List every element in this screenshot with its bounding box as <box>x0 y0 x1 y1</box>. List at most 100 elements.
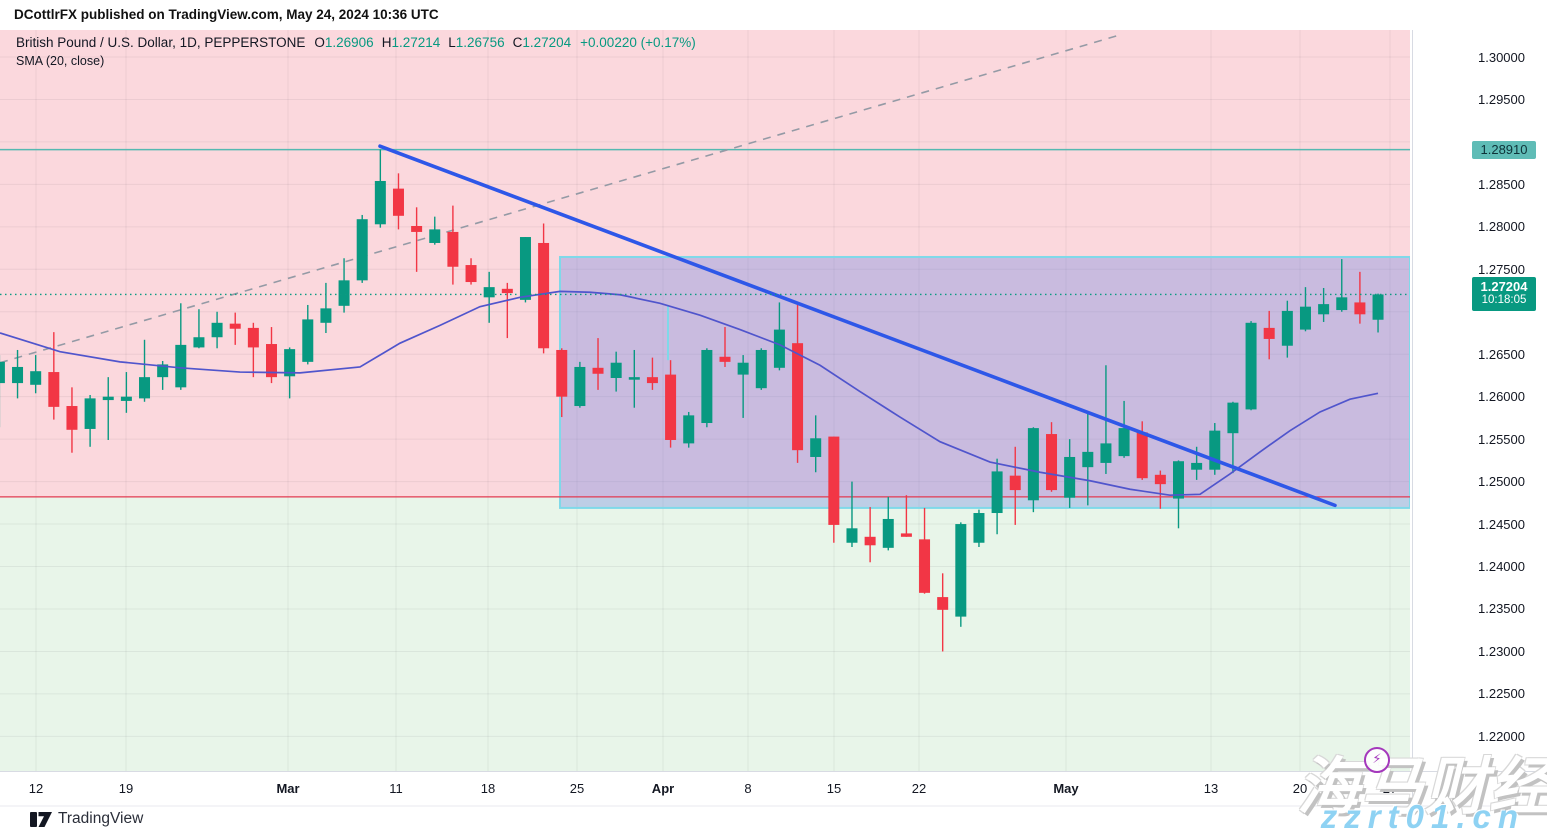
time-tick-label: 13 <box>1203 781 1219 796</box>
symbol-title[interactable]: British Pound / U.S. Dollar, 1D, PEPPERS… <box>16 35 306 50</box>
candle-body <box>284 349 296 377</box>
candle-body <box>991 471 1003 514</box>
candle-body <box>556 349 568 397</box>
candle-body <box>937 597 949 610</box>
price-tick-label: 1.27500 <box>1478 261 1525 277</box>
candle-body <box>773 329 785 368</box>
current-price-value: 1.27204 <box>1480 279 1528 295</box>
candle-body <box>429 229 441 243</box>
price-tick-label: 1.26000 <box>1478 389 1525 405</box>
price-tick-label: 1.28500 <box>1478 176 1525 192</box>
price-tick-label: 1.24500 <box>1478 516 1525 532</box>
candle-body <box>193 337 205 348</box>
downtrend-line[interactable] <box>378 144 1337 508</box>
candle-body <box>465 265 477 283</box>
indicator-label[interactable]: SMA (20, close) <box>16 54 105 68</box>
candle-body <box>1154 474 1166 485</box>
candle-body <box>102 396 114 401</box>
candle-body <box>846 528 858 543</box>
candle-body <box>1009 475 1021 491</box>
candle-body <box>48 372 60 407</box>
candle-body <box>30 371 42 385</box>
candle-body <box>1027 428 1039 501</box>
time-tick-label: 15 <box>826 781 842 796</box>
time-tick-label: 11 <box>389 781 403 796</box>
candle-body <box>175 344 187 388</box>
candle-body <box>955 524 967 617</box>
countdown-timer: 10:18:05 <box>1481 294 1527 307</box>
candle-body <box>483 287 495 298</box>
time-tick-label: 22 <box>911 781 927 796</box>
candle-body <box>792 343 804 451</box>
candle-body <box>1336 297 1348 311</box>
candle-body <box>1136 432 1148 479</box>
price-tick-label: 1.22000 <box>1478 728 1525 744</box>
ohlc-l-value: L1.26756 <box>448 35 505 50</box>
bullish-zone <box>0 496 1410 772</box>
candle-body <box>12 366 24 384</box>
tradingview-logo[interactable]: TradingView <box>30 810 143 828</box>
candle-body <box>519 237 531 300</box>
plot-area[interactable] <box>0 30 1410 772</box>
level-price-value: 1.28910 <box>1480 141 1528 157</box>
watermark-chinese: 海马财经 <box>1296 753 1547 822</box>
time-tick-label: 27 <box>1382 781 1398 796</box>
price-tick-label: 1.28000 <box>1478 219 1525 235</box>
candle-body <box>1209 430 1221 470</box>
watermark-url: zzrt01.cn <box>1320 798 1525 835</box>
time-tick-label: 8 <box>744 781 752 796</box>
candle-body <box>374 180 386 225</box>
candle-body <box>1173 461 1184 499</box>
candle-body <box>139 377 151 399</box>
candle-body <box>229 323 241 329</box>
candle-body <box>411 225 423 232</box>
symbol-row: British Pound / U.S. Dollar, 1D, PEPPERS… <box>16 35 696 50</box>
candle-body <box>211 322 223 338</box>
watermark-lightning-icon: ⚡ <box>1364 747 1390 773</box>
candle-body <box>302 319 314 362</box>
attribution-bar: DCottlrFX published on TradingView.com, … <box>0 0 1547 30</box>
candle-body <box>66 406 78 430</box>
candle-body <box>683 415 695 444</box>
price-tick-label: 1.30000 <box>1478 49 1525 65</box>
candle-body <box>120 396 132 401</box>
candle-body <box>1245 322 1257 410</box>
candle-body <box>1100 443 1112 463</box>
candle-body <box>719 356 731 362</box>
candle-body <box>392 188 404 216</box>
time-tick-label: 20 <box>1292 781 1308 796</box>
price-tick-label: 1.23000 <box>1478 643 1525 659</box>
candle-body <box>1227 402 1239 434</box>
candle-body <box>864 536 876 546</box>
candle-body <box>1281 310 1293 346</box>
price-tick-label: 1.25500 <box>1478 431 1525 447</box>
candle-body <box>1263 327 1275 339</box>
candle-body <box>338 280 350 306</box>
candle-body <box>1372 294 1384 320</box>
ohlc-c-value: C1.27204 <box>512 35 572 50</box>
candle-body <box>973 513 985 543</box>
candle-body <box>0 361 5 384</box>
candle-body <box>665 374 677 440</box>
candle-body <box>628 377 640 380</box>
time-tick-label: 19 <box>118 781 134 796</box>
candle-body <box>1191 462 1203 470</box>
ohlc-o-value: O1.26906 <box>314 35 374 50</box>
time-tick-label: Apr <box>651 781 675 796</box>
time-tick-label: 18 <box>480 781 496 796</box>
candle-body <box>1299 306 1311 330</box>
candle-body <box>320 308 332 323</box>
sma-line[interactable] <box>0 290 1379 497</box>
price-change: +0.00220 (+0.17%) <box>580 35 696 50</box>
price-tick-label: 1.22500 <box>1478 686 1525 702</box>
time-tick-label: May <box>1053 781 1079 796</box>
candle-body <box>247 327 259 348</box>
candle-body <box>646 377 658 384</box>
tradingview-logo-icon <box>30 811 52 827</box>
candle-body <box>266 344 277 378</box>
time-tick-label: 12 <box>28 781 44 796</box>
candle-body <box>882 518 894 548</box>
time-tick-label: 25 <box>569 781 585 796</box>
